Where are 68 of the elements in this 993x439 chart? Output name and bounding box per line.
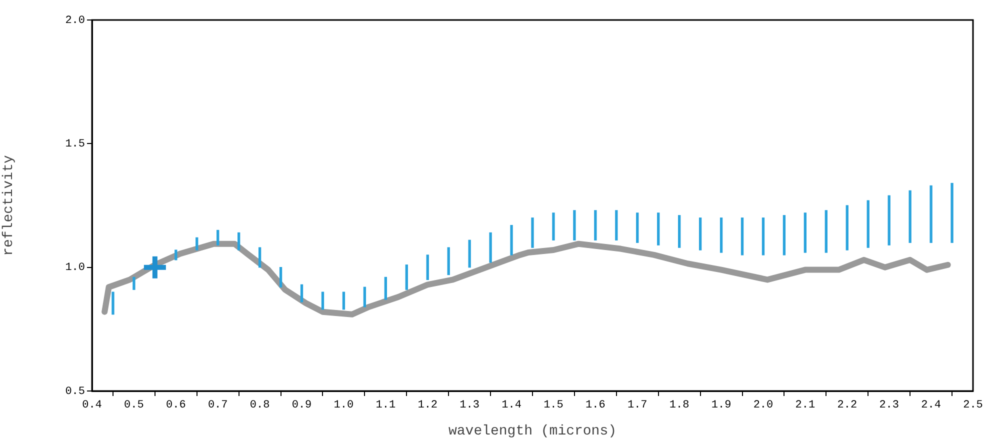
bar (594, 210, 597, 240)
bar (950, 182, 954, 243)
bar (573, 210, 576, 240)
y-tick-label: 1.0 (65, 262, 85, 274)
x-tick-label: 1.0 (334, 400, 354, 412)
bar (279, 267, 282, 288)
x-tick-label: 2.4 (921, 400, 942, 412)
x-tick-label: 1.1 (376, 400, 396, 412)
x-tick-label: 1.2 (418, 400, 438, 412)
bar (636, 212, 639, 243)
x-tick-label: 2.2 (837, 400, 858, 412)
bar (782, 215, 786, 256)
x-tick-label: 1.3 (460, 400, 480, 412)
bar (447, 247, 450, 276)
bar (132, 276, 136, 290)
x-tick-label: 1.6 (586, 400, 606, 412)
bar (216, 230, 220, 246)
x-tick-label: 1.9 (711, 400, 732, 412)
bar (846, 205, 848, 250)
bar (678, 215, 681, 248)
bar (112, 292, 114, 315)
bar (405, 264, 408, 290)
bar (468, 240, 471, 268)
bar (363, 286, 366, 308)
x-tick-label: 2.0 (753, 400, 774, 412)
x-tick-label: 0.5 (124, 400, 144, 412)
bar (866, 200, 870, 248)
x-tick-label: 1.8 (669, 400, 690, 412)
bar (426, 254, 429, 280)
bar (888, 195, 890, 246)
bar (174, 250, 178, 260)
x-tick-label: 0.6 (166, 400, 186, 412)
x-axis-title: wavelength (microns) (448, 423, 617, 439)
x-tick-label: 1.7 (627, 400, 648, 412)
bar (930, 185, 932, 243)
x-tick-label: 1.4 (502, 400, 522, 412)
bar (740, 218, 744, 256)
y-tick-label: 1.5 (65, 138, 85, 151)
x-tick-label: 2.5 (963, 400, 983, 412)
y-tick-label: 2.0 (65, 14, 85, 27)
bar (657, 212, 660, 246)
x-tick-label: 0.9 (292, 400, 312, 412)
bar (552, 212, 555, 240)
bar (720, 218, 723, 253)
bar (342, 292, 346, 310)
x-tick-label: 0.4 (82, 400, 102, 412)
bar (510, 224, 513, 256)
bar (384, 276, 387, 300)
bar (804, 212, 807, 253)
bar (908, 190, 912, 243)
bar (531, 218, 534, 248)
bar (321, 292, 324, 310)
x-tick-label: 0.8 (250, 400, 270, 412)
y-tick-label: 0.5 (65, 386, 85, 398)
bar (238, 232, 240, 250)
y-axis-title: reflectivity (1, 155, 18, 256)
bar (698, 218, 702, 250)
bar (300, 284, 304, 302)
x-tick-label: 1.5 (544, 400, 564, 412)
bar (196, 237, 198, 250)
bar (489, 232, 492, 263)
x-tick-label: 2.1 (795, 400, 816, 412)
bar (258, 247, 262, 268)
bar (615, 210, 618, 240)
x-tick-label: 2.3 (879, 400, 899, 412)
bar (824, 210, 828, 253)
x-tick-label: 0.7 (208, 400, 228, 412)
bar (762, 218, 765, 256)
